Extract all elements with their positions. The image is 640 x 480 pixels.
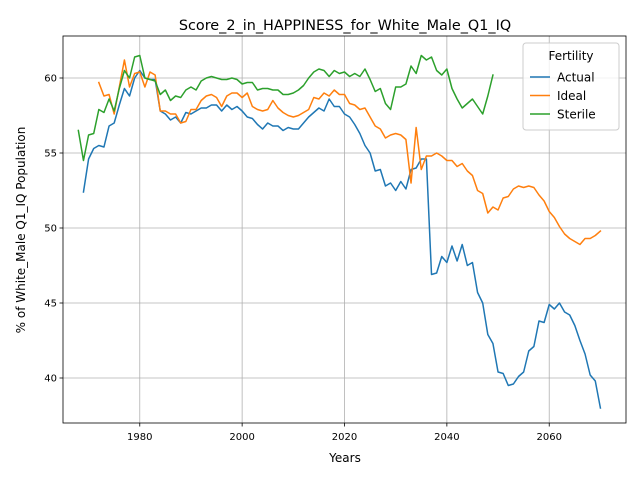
legend-title: Fertility [548, 49, 593, 63]
x-tick-label: 2020 [332, 432, 357, 443]
x-tick-label: 2000 [229, 432, 254, 443]
x-tick-label: 2040 [434, 432, 459, 443]
x-tick-label: 2060 [537, 432, 562, 443]
y-tick-label: 60 [44, 74, 57, 85]
y-axis-label: % of White_Male Q1_IQ Population [14, 127, 28, 334]
y-tick-label: 40 [44, 374, 57, 385]
x-tick-label: 1980 [127, 432, 152, 443]
y-tick-label: 55 [44, 149, 57, 160]
y-tick-label: 45 [44, 299, 57, 310]
legend: Fertility Actual Ideal Sterile [523, 43, 619, 130]
y-tick-label: 50 [44, 224, 57, 235]
chart-title: Score_2_in_HAPPINESS_for_White_Male_Q1_I… [179, 18, 511, 34]
legend-label-actual: Actual [557, 71, 595, 85]
legend-label-ideal: Ideal [557, 89, 586, 103]
legend-label-sterile: Sterile [557, 108, 596, 122]
x-axis-label: Years [328, 451, 361, 465]
